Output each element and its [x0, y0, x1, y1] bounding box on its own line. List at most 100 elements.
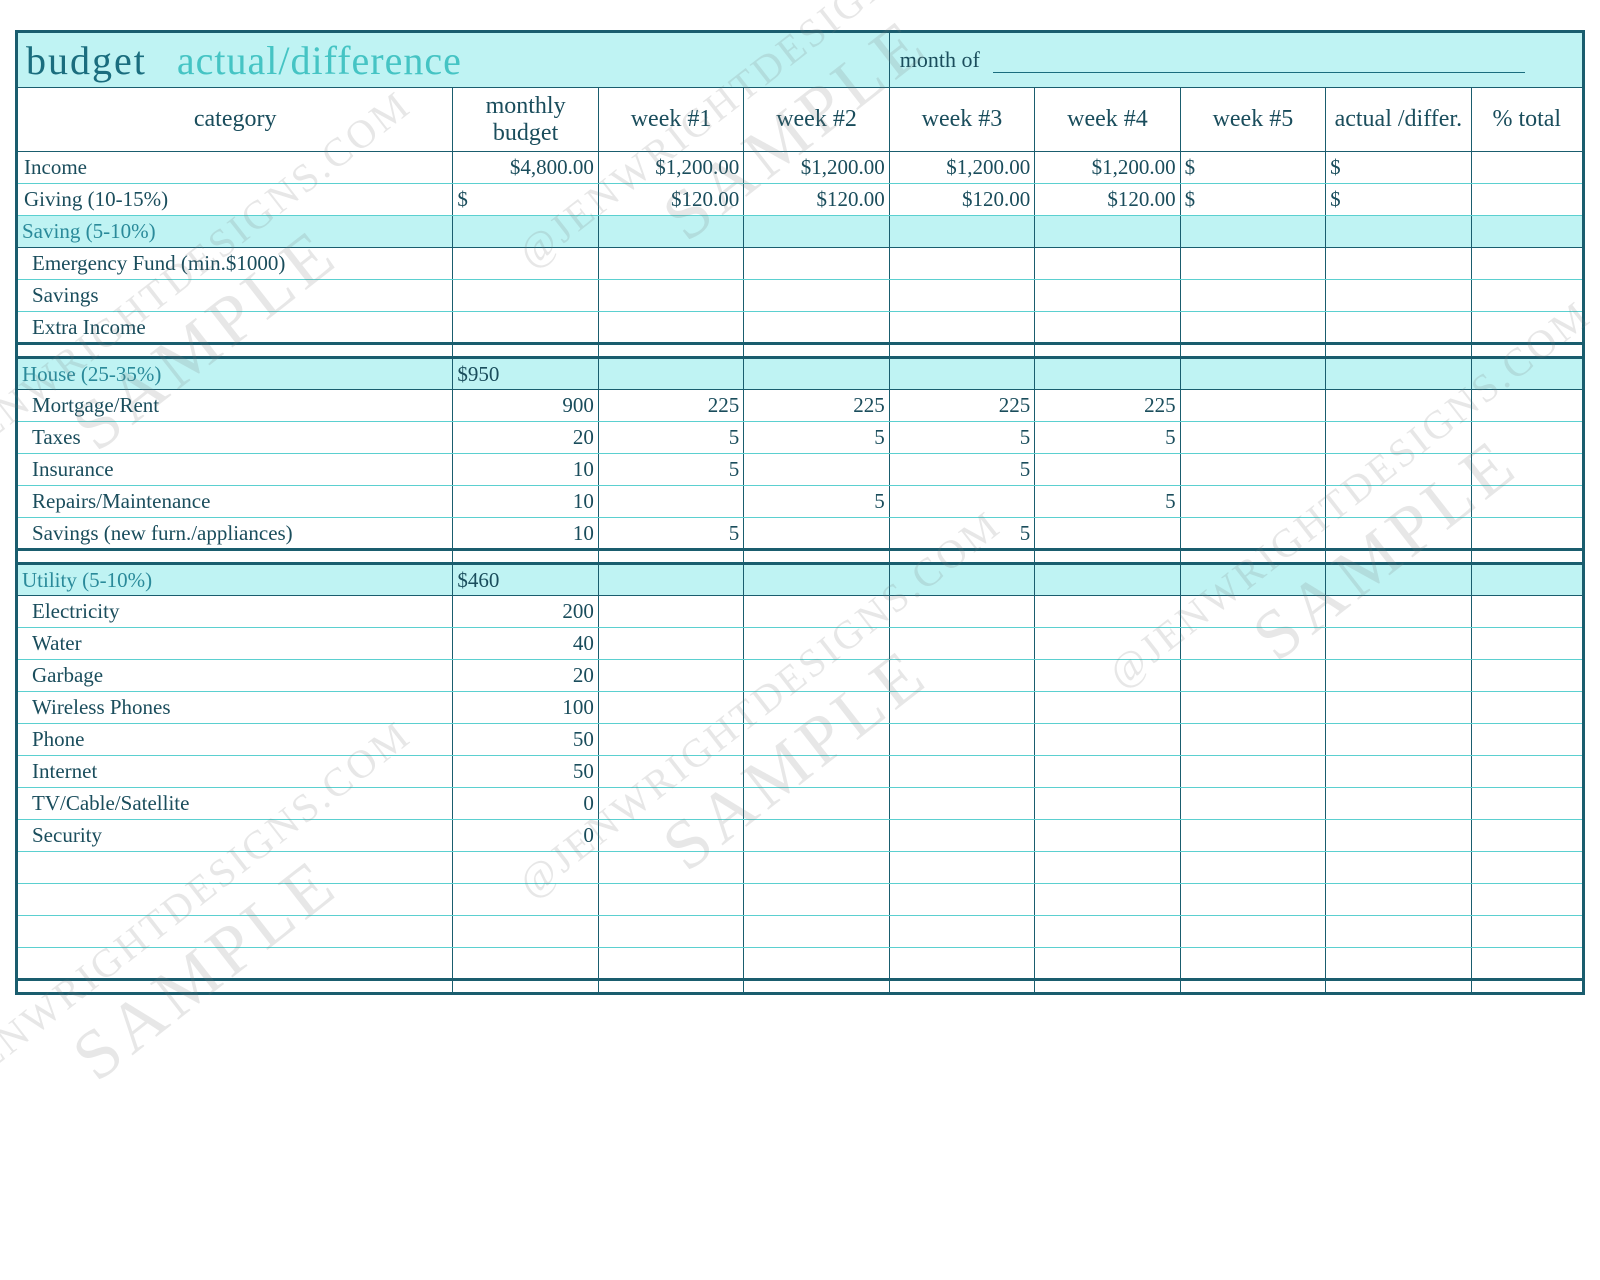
section-blank [1180, 216, 1325, 248]
cell-actual [1326, 724, 1471, 756]
cell-category: Savings [17, 280, 453, 312]
title-word-budget: budget [26, 38, 147, 83]
cell-w3: $120.00 [889, 184, 1034, 216]
hdr-pct: % total [1471, 88, 1583, 152]
section-blank [889, 564, 1034, 596]
spacer-cell [1471, 980, 1583, 994]
blank-cell [1035, 948, 1180, 980]
section-blank [1180, 358, 1325, 390]
item-row: Garbage20 [17, 660, 1584, 692]
cell-category: Emergency Fund (min.$1000) [17, 248, 453, 280]
spacer-cell [1326, 980, 1471, 994]
cell-w1 [598, 486, 743, 518]
month-input-line[interactable] [993, 53, 1525, 73]
cell-w1 [598, 312, 743, 344]
cell-actual [1326, 280, 1471, 312]
cell-budget: 50 [453, 724, 598, 756]
cell-w5 [1180, 312, 1325, 344]
spacer-cell [598, 980, 743, 994]
section-blank [1035, 564, 1180, 596]
blank-cell [889, 916, 1034, 948]
cell-w4 [1035, 724, 1180, 756]
blank-cell [744, 948, 889, 980]
cell-w3 [889, 596, 1034, 628]
hdr-week4: week #4 [1035, 88, 1180, 152]
spacer-cell [744, 550, 889, 564]
cell-w2 [744, 660, 889, 692]
blank-cell [1326, 948, 1471, 980]
cell-pct [1471, 312, 1583, 344]
cell-w3 [889, 248, 1034, 280]
cell-w5 [1180, 248, 1325, 280]
spacer-cell [17, 344, 453, 358]
section-blank [1326, 564, 1471, 596]
blank-row [17, 916, 1584, 948]
cell-w4 [1035, 788, 1180, 820]
spacer-cell [17, 980, 453, 994]
blank-cell [17, 884, 453, 916]
cell-w1 [598, 248, 743, 280]
cell-w4 [1035, 518, 1180, 550]
blank-cell [889, 852, 1034, 884]
section-blank [889, 216, 1034, 248]
cell-pct [1471, 486, 1583, 518]
spacer-cell [889, 980, 1034, 994]
spacer-row [17, 980, 1584, 994]
cell-w1 [598, 280, 743, 312]
cell-w3 [889, 820, 1034, 852]
cell-budget: 100 [453, 692, 598, 724]
cell-w1: 5 [598, 422, 743, 454]
cell-w4 [1035, 756, 1180, 788]
cell-w2 [744, 788, 889, 820]
cell-w1 [598, 788, 743, 820]
blank-cell [453, 852, 598, 884]
cell-category: Giving (10-15%) [17, 184, 453, 216]
blank-cell [17, 948, 453, 980]
cell-actual [1326, 518, 1471, 550]
cell-w4: 225 [1035, 390, 1180, 422]
cell-actual [1326, 788, 1471, 820]
cell-pct [1471, 820, 1583, 852]
blank-cell [598, 916, 743, 948]
cell-category: Electricity [17, 596, 453, 628]
cell-w5 [1180, 660, 1325, 692]
cell-w4: 5 [1035, 422, 1180, 454]
cell-category: Repairs/Maintenance [17, 486, 453, 518]
section-blank [1180, 564, 1325, 596]
blank-cell [889, 884, 1034, 916]
blank-cell [598, 884, 743, 916]
spacer-cell [453, 550, 598, 564]
cell-w3 [889, 660, 1034, 692]
section-blank [1035, 358, 1180, 390]
cell-w1 [598, 660, 743, 692]
cell-pct [1471, 518, 1583, 550]
cell-budget [453, 280, 598, 312]
cell-category: Taxes [17, 422, 453, 454]
item-row: Water40 [17, 628, 1584, 660]
cell-w4 [1035, 628, 1180, 660]
cell-actual [1326, 312, 1471, 344]
cell-budget: $4,800.00 [453, 152, 598, 184]
section-title: Saving (5-10%) [17, 216, 453, 248]
cell-budget: $ [453, 184, 598, 216]
cell-w5 [1180, 756, 1325, 788]
cell-w2 [744, 820, 889, 852]
row-0: Income$4,800.00$1,200.00$1,200.00$1,200.… [17, 152, 1584, 184]
section-blank [1035, 216, 1180, 248]
cell-category: Insurance [17, 454, 453, 486]
cell-category: Water [17, 628, 453, 660]
blank-cell [1471, 852, 1583, 884]
spacer-cell [1326, 550, 1471, 564]
cell-pct [1471, 184, 1583, 216]
cell-w2: 5 [744, 422, 889, 454]
cell-budget: 0 [453, 788, 598, 820]
blank-cell [744, 852, 889, 884]
blank-cell [1326, 852, 1471, 884]
cell-w5 [1180, 518, 1325, 550]
cell-pct [1471, 756, 1583, 788]
item-row: Repairs/Maintenance1055 [17, 486, 1584, 518]
cell-w3 [889, 486, 1034, 518]
cell-actual [1326, 596, 1471, 628]
blank-cell [1180, 884, 1325, 916]
spacer-cell [17, 550, 453, 564]
